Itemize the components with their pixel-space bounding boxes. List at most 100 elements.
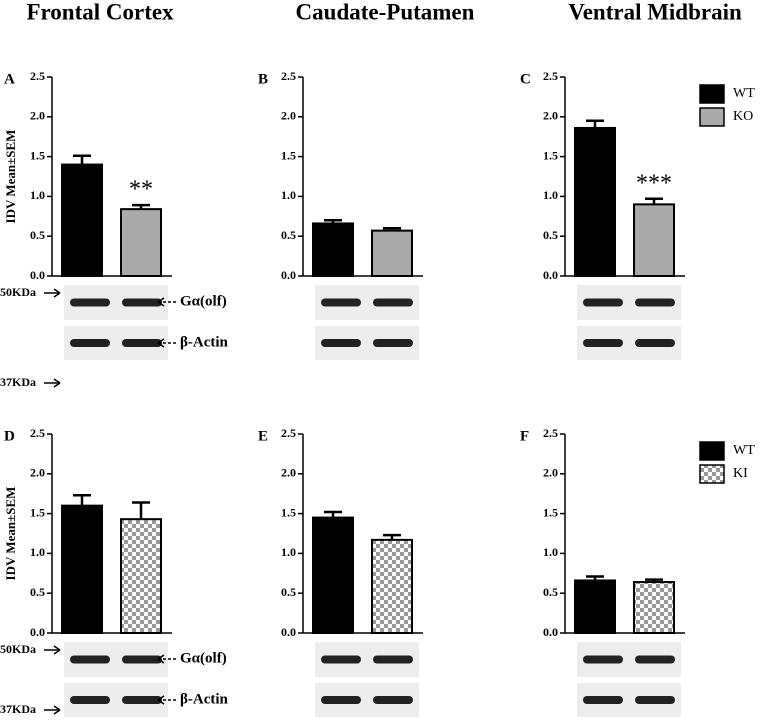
arrow-head	[157, 654, 165, 664]
legend-swatch	[699, 107, 725, 127]
blot-band	[373, 696, 413, 704]
band-label: β-Actin	[180, 334, 229, 350]
blot-band	[70, 298, 110, 307]
y-tick-label: 0.0	[30, 268, 45, 282]
panel-label: E	[258, 428, 268, 444]
y-tick-label: 0.0	[281, 268, 296, 282]
bar	[61, 163, 103, 277]
legend-swatch	[699, 441, 725, 461]
y-tick-label: 0.5	[281, 228, 296, 242]
bar	[371, 538, 413, 634]
blot-band	[122, 298, 162, 307]
y-tick-label: 2.0	[543, 109, 558, 123]
arrow-head	[53, 705, 61, 715]
marker-label: 50KDa	[0, 642, 36, 656]
blot-band	[122, 696, 162, 704]
blot-band	[583, 298, 623, 307]
bar	[574, 579, 616, 634]
y-axis-label: IDV Mean±SEM	[3, 487, 18, 581]
arrow-head	[53, 288, 61, 298]
arrow-head	[53, 378, 61, 388]
y-tick-label: 2.5	[543, 426, 558, 440]
blot-band	[373, 339, 413, 347]
y-tick-label: 2.5	[281, 426, 296, 440]
y-tick-label: 2.0	[281, 109, 296, 123]
bar	[61, 504, 103, 635]
y-tick-label: 2.0	[30, 109, 45, 123]
y-tick-label: 2.5	[281, 69, 296, 83]
marker-label: 37KDa	[0, 375, 36, 389]
marker-label: 50KDa	[0, 285, 36, 299]
y-tick-label: 1.5	[30, 148, 45, 162]
blot-band	[122, 655, 162, 664]
blot-band	[321, 696, 361, 704]
y-tick-label: 0.5	[281, 585, 296, 599]
blot-band	[321, 655, 361, 664]
bar	[312, 516, 354, 635]
blot-band	[583, 339, 623, 347]
legend-label: WT	[733, 86, 755, 101]
y-tick-label: 0.5	[30, 585, 45, 599]
blot-band	[635, 655, 675, 664]
y-tick-label: 1.5	[281, 505, 296, 519]
y-tick-label: 1.5	[281, 148, 296, 162]
panel-label: D	[4, 428, 15, 444]
panel-label: A	[4, 71, 15, 87]
arrow-head	[157, 695, 165, 705]
band-label: β-Actin	[180, 691, 229, 707]
panel-label: C	[520, 71, 531, 87]
y-tick-label: 1.5	[30, 505, 45, 519]
y-tick-label: 2.5	[543, 69, 558, 83]
y-tick-label: 0.5	[30, 228, 45, 242]
y-axis-label: IDV Mean±SEM	[3, 130, 18, 224]
arrow-head	[157, 297, 165, 307]
y-tick-label: 1.0	[543, 545, 558, 559]
y-tick-label: 1.0	[30, 545, 45, 559]
y-tick-label: 0.5	[543, 585, 558, 599]
bar	[120, 208, 162, 277]
bar	[633, 203, 675, 277]
blot-band	[583, 696, 623, 704]
y-tick-label: 0.0	[543, 268, 558, 282]
blot-band	[635, 298, 675, 307]
y-tick-label: 2.0	[281, 466, 296, 480]
blot-band	[373, 655, 413, 664]
y-tick-label: 2.5	[30, 69, 45, 83]
arrow-head	[157, 338, 165, 348]
y-tick-label: 0.0	[543, 625, 558, 639]
legend-label: WT	[733, 443, 755, 458]
bar	[633, 581, 675, 635]
legend-label: KI	[733, 466, 748, 481]
marker-label: 37KDa	[0, 702, 36, 716]
y-tick-label: 0.0	[30, 625, 45, 639]
y-tick-label: 0.5	[543, 228, 558, 242]
column-title: Ventral Midbrain	[568, 0, 742, 24]
y-tick-label: 2.0	[543, 466, 558, 480]
blot-band	[321, 339, 361, 347]
blot-band	[70, 696, 110, 704]
blot-band	[583, 655, 623, 664]
arrow-head	[53, 645, 61, 655]
y-tick-label: 0.0	[281, 625, 296, 639]
y-tick-label: 1.0	[281, 545, 296, 559]
panel-label: F	[520, 428, 529, 444]
band-label: Gα(olf)	[180, 650, 227, 666]
y-tick-label: 1.5	[543, 148, 558, 162]
bar	[371, 229, 413, 278]
significance: ***	[636, 170, 672, 196]
blot-band	[122, 339, 162, 347]
y-tick-label: 1.0	[543, 188, 558, 202]
bar	[120, 518, 162, 634]
y-tick-label: 2.0	[30, 466, 45, 480]
blot-band	[70, 339, 110, 347]
y-tick-label: 1.0	[30, 188, 45, 202]
legend-label: KO	[733, 109, 753, 124]
legend-swatch	[699, 464, 725, 484]
column-title: Frontal Cortex	[26, 0, 174, 24]
significance: **	[129, 177, 153, 203]
blot-band	[373, 298, 413, 307]
y-tick-label: 1.5	[543, 505, 558, 519]
blot-band	[635, 339, 675, 347]
y-tick-label: 1.0	[281, 188, 296, 202]
